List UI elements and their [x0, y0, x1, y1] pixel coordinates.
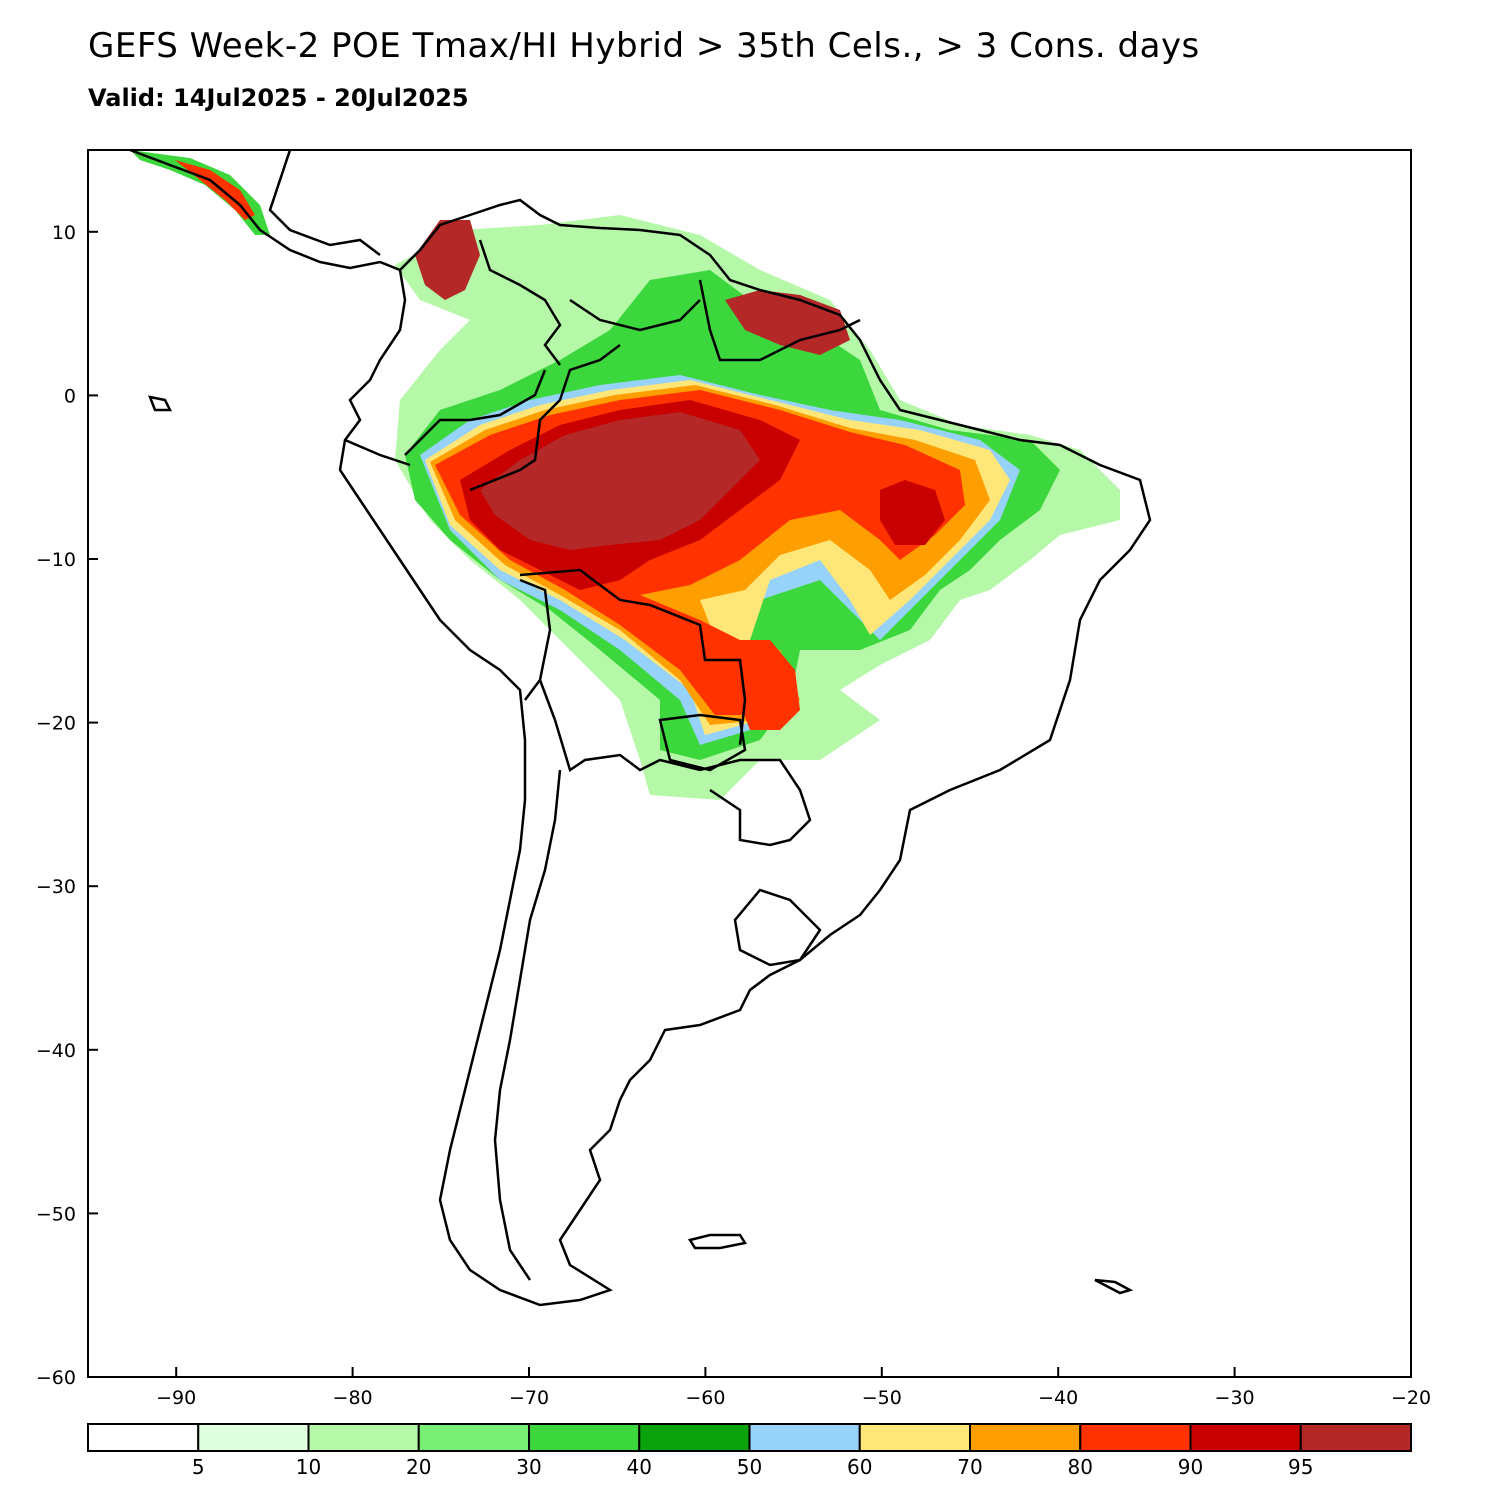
colorbar-swatch — [417, 1423, 530, 1452]
galapagos — [148, 395, 173, 412]
colorbar-label: 30 — [516, 1455, 541, 1479]
coastlines-borders — [129, 150, 1152, 1307]
border-bolivia-brazil — [519, 568, 747, 746]
map-title: GEFS Week-2 POE Tmax/HI Hybrid > 35th Ce… — [88, 26, 1200, 66]
lon-tick-label: −90 — [156, 1387, 196, 1409]
latitude-axis: 10 0 −10 −20 −30 −40 −50 −60 — [36, 222, 98, 1389]
colorbar-swatch — [87, 1423, 200, 1452]
colorbar-swatch — [528, 1423, 641, 1452]
lat-tick-label: −20 — [36, 713, 76, 735]
colorbar-label: 20 — [406, 1455, 431, 1479]
colorbar-label: 5 — [192, 1455, 205, 1479]
border-paraguay — [658, 713, 747, 772]
shade-colombia-95pct — [415, 220, 480, 300]
lat-tick-label: 0 — [64, 385, 76, 407]
colorbar-swatch — [748, 1423, 861, 1452]
colorbar-swatch — [858, 1423, 971, 1452]
lat-tick-label: −50 — [36, 1203, 76, 1225]
border-colombia-venezuela — [478, 239, 562, 366]
shade-mato-grosso-red — [735, 640, 800, 730]
colorbar-label: 10 — [296, 1455, 321, 1479]
colorbar-swatch — [307, 1423, 420, 1452]
border-colombia-peru — [404, 369, 547, 456]
border-guianas — [698, 279, 861, 362]
shade-brazil-east-90pct — [880, 480, 945, 545]
lon-tick-label: −60 — [685, 1387, 725, 1409]
border-argentina-chile-south — [493, 769, 562, 1281]
map-subtitle: Valid: 14Jul2025 - 20Jul2025 — [88, 84, 469, 112]
border-ecuador-peru — [344, 438, 411, 467]
shade-99pct — [480, 412, 760, 550]
longitude-axis: −90 −80 −70 −60 −50 −40 −30 −20 — [156, 1367, 1431, 1409]
lon-tick-label: −40 — [1038, 1387, 1078, 1409]
colorbar-swatch — [1189, 1423, 1302, 1452]
border-uruguay — [733, 888, 822, 967]
colorbar-swatch — [197, 1423, 310, 1452]
colorbar-label: 70 — [957, 1455, 982, 1479]
border-peru-brazil — [469, 344, 621, 492]
lat-tick-label: −60 — [36, 1367, 76, 1389]
border-venezuela-brazil — [569, 298, 701, 332]
lat-tick-label: −40 — [36, 1040, 76, 1062]
colorbar-swatch — [1079, 1423, 1192, 1452]
colorbar-label: 50 — [737, 1455, 762, 1479]
colorbar-label: 90 — [1178, 1455, 1203, 1479]
lon-tick-label: −30 — [1215, 1387, 1255, 1409]
lat-tick-label: 10 — [52, 222, 76, 244]
colorbar-swatch — [638, 1423, 751, 1452]
probability-shading — [130, 150, 1120, 800]
border-peru-bolivia — [519, 578, 552, 701]
central-america-coastline — [129, 150, 401, 272]
lat-tick-label: −30 — [36, 876, 76, 898]
falkland-islands — [688, 1233, 748, 1250]
shade-central-america — [130, 150, 270, 235]
colorbar-label: 80 — [1068, 1455, 1093, 1479]
lat-tick-label: −10 — [36, 549, 76, 571]
lon-tick-label: −20 — [1391, 1387, 1431, 1409]
plot-frame — [87, 149, 1412, 1378]
lon-tick-label: −70 — [509, 1387, 549, 1409]
colorbar-swatch — [1299, 1423, 1412, 1452]
colorbar-label: 40 — [627, 1455, 652, 1479]
colorbar-swatch — [969, 1423, 1082, 1452]
central-america-north-coast — [268, 150, 381, 256]
lon-tick-label: −80 — [333, 1387, 373, 1409]
colorbar-label: 60 — [847, 1455, 872, 1479]
lon-tick-label: −50 — [862, 1387, 902, 1409]
south-georgia — [1094, 1278, 1134, 1295]
colorbar-label: 95 — [1288, 1455, 1313, 1479]
colorbar: 5 10 20 30 40 50 60 70 80 90 95 — [87, 1423, 1412, 1479]
border-chile-argentina — [538, 679, 812, 847]
south-america-coastline — [338, 198, 1152, 1307]
